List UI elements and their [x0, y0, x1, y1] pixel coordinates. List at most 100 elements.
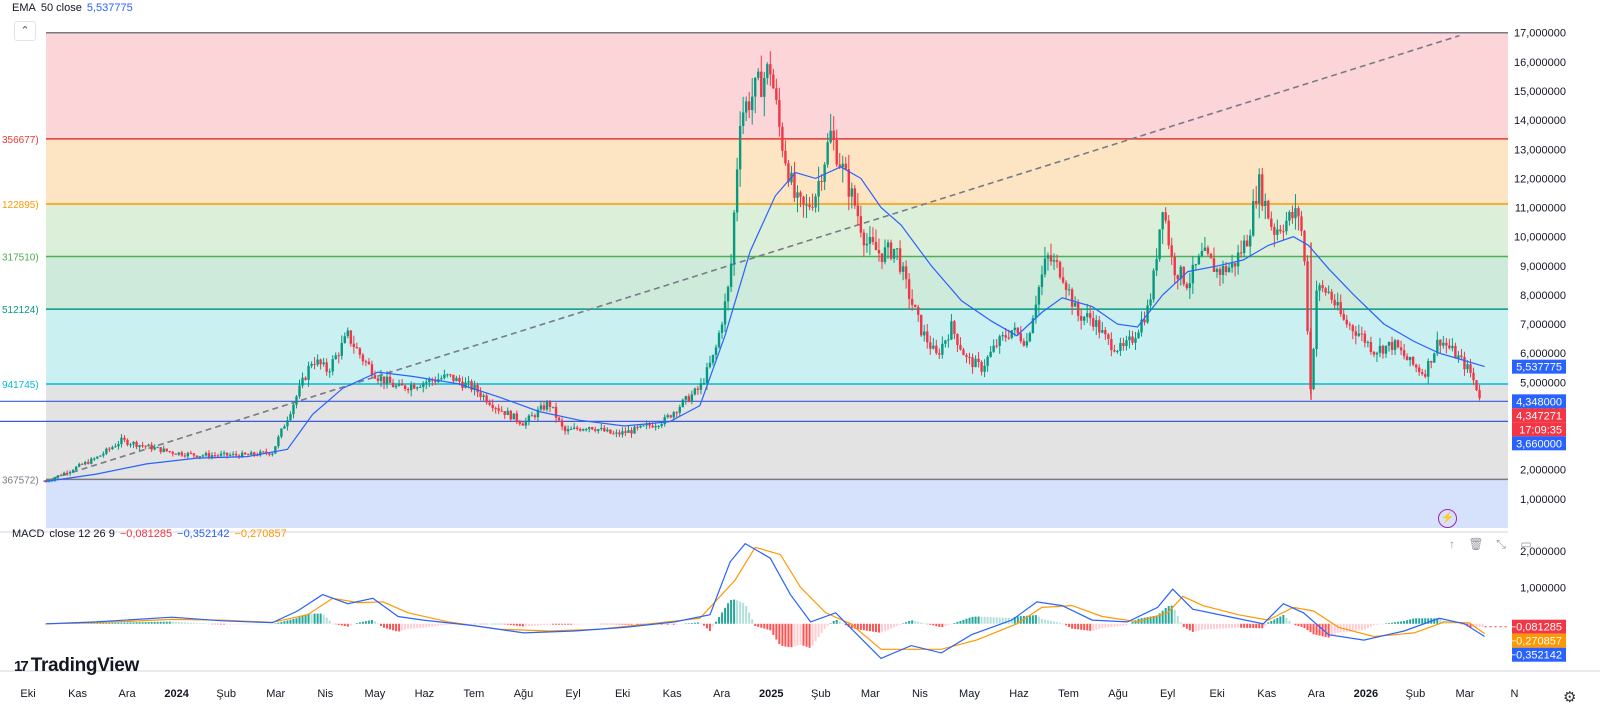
- macd-histogram-bar: [1294, 623, 1297, 626]
- candle-body: [817, 180, 820, 197]
- candle-body: [1128, 336, 1131, 341]
- candle-body: [998, 336, 1001, 346]
- candle-body: [467, 381, 470, 383]
- macd-histogram-bar: [905, 622, 908, 624]
- macd-badge-label: −0,352142: [1510, 650, 1562, 662]
- price-badge: [1512, 394, 1566, 409]
- macd-histogram-bar: [1116, 623, 1119, 627]
- candle-body: [1454, 345, 1457, 359]
- macd-histogram-bar: [367, 620, 370, 624]
- macd-histogram-bar: [805, 623, 808, 647]
- candle-body: [1300, 216, 1303, 232]
- macd-histogram-bar: [917, 621, 920, 624]
- macd-histogram-bar: [1113, 623, 1116, 627]
- candle-body: [440, 378, 443, 380]
- macd-histogram-bar: [887, 623, 890, 630]
- candle-body: [1209, 253, 1213, 259]
- candle-body: [1131, 336, 1134, 343]
- candle-body: [1297, 208, 1300, 217]
- candle-body: [995, 345, 998, 347]
- macd-histogram-bar: [1173, 609, 1176, 624]
- macd-histogram-bar: [835, 619, 838, 624]
- collapse-chevron-up-icon[interactable]: ⌃: [14, 21, 36, 41]
- move-up-icon[interactable]: ↑: [1449, 537, 1455, 551]
- macd-histogram-bar: [1104, 623, 1107, 628]
- candle-body: [349, 330, 353, 344]
- candle-body: [1170, 245, 1173, 257]
- time-tick-label: Tem: [464, 688, 485, 700]
- candle-body: [892, 248, 896, 259]
- candle-body: [105, 448, 108, 454]
- price-badge: [1512, 408, 1566, 423]
- macd-histogram-bar: [358, 622, 361, 624]
- macd-histogram-bar: [971, 616, 974, 624]
- fib-zone-fill: [46, 479, 1508, 528]
- macd-histogram-bar: [693, 622, 696, 624]
- macd-histogram-bar: [718, 617, 721, 624]
- time-tick-label: Mar: [266, 688, 285, 700]
- candle-body: [385, 376, 389, 384]
- ema-legend[interactable]: EMA 50 close 5,537775: [12, 2, 138, 14]
- macd-histogram-bar: [959, 620, 962, 624]
- collapse-pane-icon[interactable]: ⤡: [1496, 537, 1506, 551]
- macd-histogram-bar: [1394, 622, 1397, 624]
- gear-icon[interactable]: ⚙: [1563, 689, 1577, 706]
- macd-histogram-bar: [506, 623, 509, 625]
- macd-histogram-bar: [533, 623, 536, 626]
- macd-histogram-bar: [980, 616, 983, 624]
- candle-body: [690, 394, 694, 402]
- candle-body: [1143, 319, 1146, 323]
- delete-icon[interactable]: 🗑: [1468, 537, 1484, 551]
- candle-body: [120, 437, 123, 445]
- maximize-pane-icon[interactable]: ▭: [1520, 537, 1532, 551]
- lightning-icon[interactable]: ⚡: [1438, 509, 1457, 528]
- price-tick-label: 17,000000: [1514, 28, 1566, 40]
- time-tick-label: May: [959, 688, 980, 700]
- macd-histogram-bar: [334, 623, 337, 625]
- candle-body: [1013, 327, 1016, 331]
- candle-body: [419, 386, 422, 388]
- candle-body: [1333, 299, 1336, 306]
- macd-histogram-bar: [853, 623, 856, 629]
- candle-body: [877, 250, 881, 254]
- candle-body: [1261, 174, 1264, 207]
- candle-body: [636, 426, 639, 428]
- macd-histogram-bar: [1086, 623, 1089, 631]
- macd-histogram-bar: [923, 623, 926, 624]
- candle-body: [295, 396, 298, 405]
- candle-body: [53, 477, 57, 481]
- macd-histogram-bar: [108, 622, 111, 624]
- macd-histogram-bar: [1071, 623, 1074, 629]
- macd-histogram-bar: [325, 617, 328, 624]
- macd-histogram-bar: [512, 623, 515, 626]
- candle-body: [1248, 235, 1252, 247]
- macd-histogram-bar: [983, 616, 986, 624]
- macd-histogram-bar: [1357, 623, 1360, 631]
- macd-histogram-bar: [392, 623, 395, 631]
- macd-histogram-bar: [820, 623, 823, 633]
- candle-body: [59, 475, 63, 477]
- macd-histogram-bar: [93, 623, 96, 624]
- macd-histogram-bar: [1412, 618, 1415, 624]
- candle-body: [551, 406, 555, 408]
- macd-value: −0,352142: [177, 528, 230, 540]
- macd-histogram-bar: [890, 623, 893, 629]
- candle-body: [1200, 250, 1204, 257]
- candle-body: [986, 356, 989, 366]
- candle-body: [633, 426, 636, 434]
- macd-histogram-bar: [195, 623, 198, 624]
- macd-histogram-bar: [1291, 623, 1294, 625]
- candle-body: [1291, 211, 1294, 219]
- macd-histogram-bar: [259, 623, 262, 625]
- candle-body: [1430, 360, 1433, 363]
- candle-body: [889, 242, 893, 259]
- candle-body: [1119, 343, 1122, 351]
- time-tick-label: Nis: [912, 688, 928, 700]
- macd-legend[interactable]: MACD close 12 26 9 −0,081285 −0,352142 −0,27…: [12, 528, 292, 540]
- ema-value: 5,537775: [86, 2, 133, 14]
- macd-histogram-bar: [301, 615, 304, 624]
- macd-histogram-bar: [684, 623, 687, 625]
- candle-body: [1010, 330, 1013, 338]
- macd-histogram-bar: [1375, 623, 1378, 625]
